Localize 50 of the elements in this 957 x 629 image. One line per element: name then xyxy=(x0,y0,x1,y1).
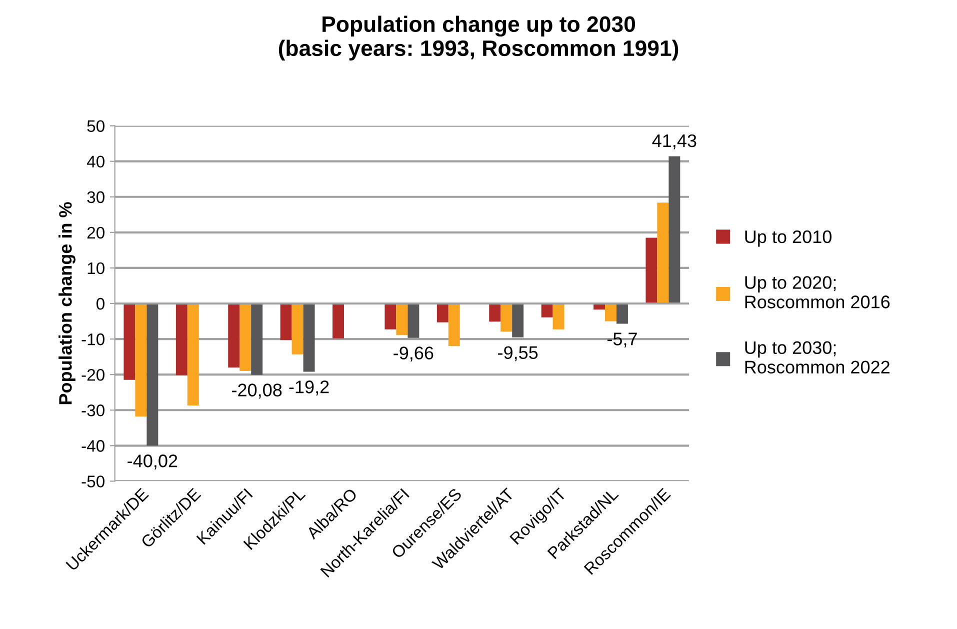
bar xyxy=(240,303,252,372)
y-tick-label: 50 xyxy=(87,120,104,132)
bar xyxy=(500,303,512,332)
bar xyxy=(436,303,448,322)
bar xyxy=(135,303,147,417)
y-tick-label: 0 xyxy=(96,298,104,310)
bar xyxy=(176,303,188,376)
bar xyxy=(280,303,292,340)
bar xyxy=(605,303,616,322)
y-tick-label: 10 xyxy=(88,262,104,274)
bar xyxy=(657,202,669,304)
bar xyxy=(384,303,396,330)
data-label: 41,43 xyxy=(652,134,696,150)
bar xyxy=(552,303,564,330)
bar xyxy=(616,303,628,324)
data-label: -40,02 xyxy=(128,454,178,470)
bar xyxy=(228,303,240,368)
bar xyxy=(303,303,315,372)
data-label: -9,55 xyxy=(498,346,538,362)
chart-title: Population change up to 2030 (basic years: 1993, Roscommon 1991) xyxy=(278,16,678,60)
y-tick-label: -40 xyxy=(82,440,104,452)
bar xyxy=(541,303,553,318)
bar xyxy=(292,303,304,354)
bar xyxy=(146,303,158,446)
y-tick-label: -50 xyxy=(82,476,104,488)
y-tick-label: -10 xyxy=(82,333,104,346)
bar xyxy=(646,238,658,304)
y-tick-label: -20 xyxy=(82,368,104,381)
data-label: -5,7 xyxy=(607,332,637,348)
bar xyxy=(124,303,136,380)
bar xyxy=(448,303,460,346)
bar xyxy=(332,303,344,338)
bar xyxy=(489,303,501,322)
legend-label: Up to 2020; Roscommon 2016 xyxy=(745,276,890,308)
data-label: -20,08 xyxy=(232,384,282,399)
bar xyxy=(187,303,199,406)
y-tick-label: 30 xyxy=(87,191,104,204)
bar xyxy=(408,303,420,338)
bar xyxy=(668,156,680,304)
bar xyxy=(512,303,524,338)
legend-label: Up to 2010 xyxy=(745,230,832,247)
bar xyxy=(251,303,263,375)
legend-label: Up to 2030; Roscommon 2022 xyxy=(745,341,890,374)
y-tick-label: 20 xyxy=(87,226,104,239)
y-tick-label: -30 xyxy=(82,404,104,416)
y-axis-title: Population change in % xyxy=(58,202,76,404)
data-label: -19,2 xyxy=(289,380,329,396)
data-label: -9,66 xyxy=(394,346,434,362)
y-tick-label: 40 xyxy=(86,156,104,168)
bar xyxy=(396,303,408,336)
